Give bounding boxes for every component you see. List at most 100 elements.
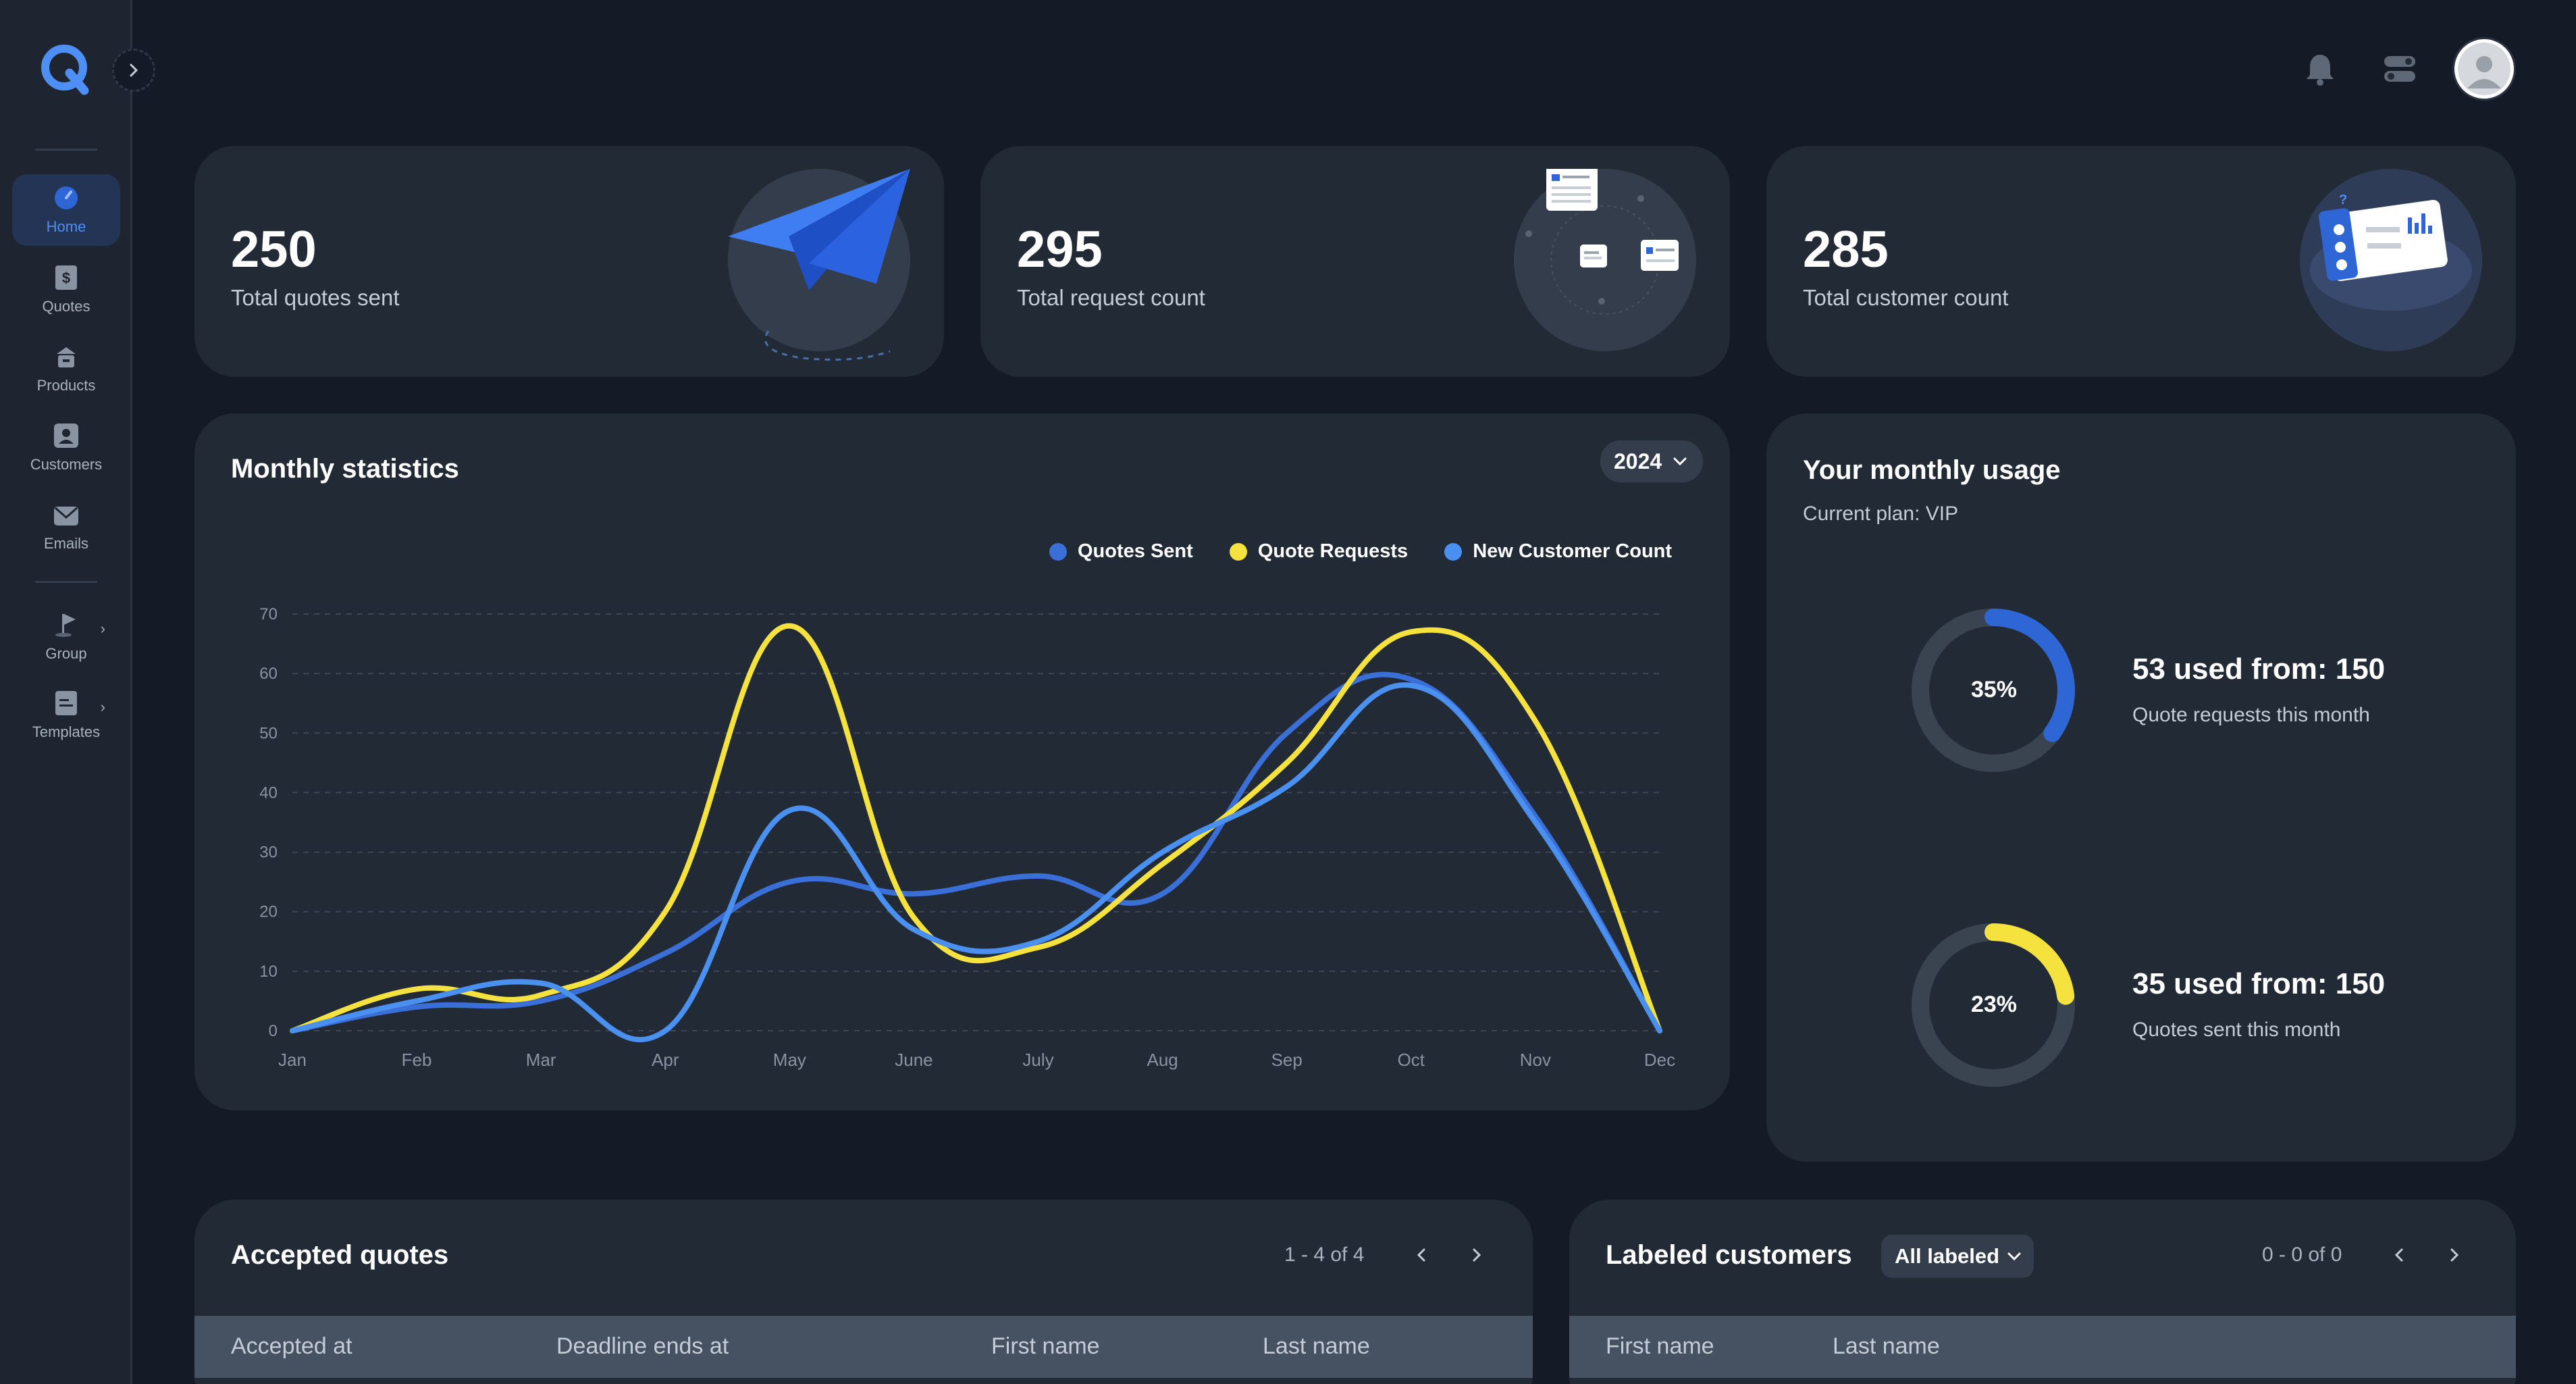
legend-item-quote-requests[interactable]: Quote Requests <box>1229 540 1409 563</box>
legend-label: Quote Requests <box>1257 540 1409 562</box>
chevron-right-icon: › <box>100 620 105 637</box>
x-tick-label: Sep <box>1271 1050 1303 1070</box>
stat-label: Total customer count <box>1803 285 2009 310</box>
stat-label: Total request count <box>1017 285 1205 310</box>
column-header-first-name[interactable]: First name <box>1606 1333 1714 1359</box>
label-filter-value: All labeled <box>1895 1244 2000 1268</box>
user-avatar-icon <box>2458 43 2511 95</box>
sidebar-divider <box>35 149 97 151</box>
stat-label: Total quotes sent <box>231 285 400 310</box>
y-tick-label: 20 <box>259 903 278 921</box>
usage-main-text: 53 used from: 150 <box>2132 652 2386 686</box>
flag-icon <box>53 611 80 638</box>
chevron-down-icon <box>1673 457 1687 466</box>
column-header-last-name[interactable]: Last name <box>1833 1333 1940 1359</box>
legend-item-quotes-sent[interactable]: Quotes Sent <box>1049 540 1193 563</box>
next-page-button[interactable] <box>2434 1235 2474 1275</box>
pagination-range: 1 - 4 of 4 <box>1284 1244 1365 1266</box>
y-tick-label: 40 <box>259 784 278 802</box>
chevron-right-icon <box>1473 1248 1481 1262</box>
quotes-sent-donut <box>1912 923 2075 1087</box>
prev-page-button[interactable] <box>2380 1235 2420 1275</box>
year-select[interactable]: 2024 <box>1600 440 1703 482</box>
usage-sub-text: Quotes sent this month <box>2132 1019 2341 1041</box>
label-filter-select[interactable]: All labeled <box>1881 1235 2034 1278</box>
notification-bell-icon[interactable] <box>2300 49 2340 89</box>
legend-label: Quotes Sent <box>1078 540 1193 562</box>
next-page-button[interactable] <box>1456 1235 1496 1275</box>
requests-illustration <box>1514 169 1696 351</box>
column-header-last-name[interactable]: Last name <box>1263 1333 1370 1359</box>
card-title: Accepted quotes <box>231 1240 449 1270</box>
home-icon <box>53 184 80 211</box>
quote-requests-donut <box>1912 609 2075 772</box>
dollar-icon: $ <box>53 264 80 291</box>
card-title: Monthly statistics <box>231 454 459 484</box>
x-tick-label: Jan <box>278 1050 307 1070</box>
sidebar-item-home[interactable]: Home <box>12 174 120 246</box>
app-logo-icon[interactable] <box>37 39 97 99</box>
sidebar-item-label: Group <box>45 645 87 662</box>
x-tick-label: June <box>895 1050 932 1070</box>
labeled-customers-card: Labeled customers 0 - 0 of 0 First name … <box>1569 1200 2516 1384</box>
chevron-left-icon <box>2395 1248 2403 1262</box>
donut-progress-arc <box>1912 609 2075 772</box>
chevron-right-icon <box>130 63 138 77</box>
x-tick-label: Aug <box>1147 1050 1178 1070</box>
theme-toggle-icon[interactable] <box>2380 49 2420 89</box>
y-tick-label: 30 <box>259 844 278 862</box>
donut-progress-arc <box>1912 923 2075 1087</box>
x-tick-label: Feb <box>402 1050 432 1070</box>
table-header: Accepted at Deadline ends at First name … <box>194 1316 1533 1378</box>
column-header-accepted-at[interactable]: Accepted at <box>231 1333 352 1359</box>
sidebar-item-customers[interactable]: Customers <box>12 412 120 484</box>
box-icon <box>53 343 80 370</box>
pagination: 1 - 4 of 4 <box>1284 1235 1496 1275</box>
pagination: 0 - 0 of 0 <box>2262 1235 2474 1275</box>
x-tick-label: Oct <box>1398 1050 1425 1070</box>
monthly-usage-card: Your monthly usage Current plan: VIP 35%… <box>1766 413 2516 1162</box>
x-tick-label: Dec <box>1644 1050 1675 1070</box>
paper-plane-illustration <box>728 169 910 361</box>
legend-item-new-customer-count[interactable]: New Customer Count <box>1444 540 1672 563</box>
donut-percent: 35% <box>1970 677 2018 702</box>
usage-main-text: 35 used from: 150 <box>2132 967 2386 1000</box>
line-chart: 0 10 20 30 40 50 60 70 Jan Feb Mar Apr May June July Au… <box>259 605 1675 1070</box>
mail-icon <box>53 501 80 528</box>
y-tick-label: 50 <box>259 724 278 742</box>
sidebar-item-label: Quotes <box>42 298 90 315</box>
sidebar-divider <box>35 581 97 583</box>
column-header-deadline[interactable]: Deadline ends at <box>556 1333 729 1359</box>
x-tick-label: Nov <box>1520 1050 1551 1070</box>
x-tick-label: Mar <box>526 1050 556 1070</box>
sidebar-toggle-button[interactable] <box>112 49 155 92</box>
legend-label: New Customer Count <box>1473 540 1673 562</box>
y-tick-label: 60 <box>259 665 278 683</box>
user-avatar[interactable] <box>2454 39 2514 99</box>
chevron-left-icon <box>1417 1248 1425 1262</box>
sidebar-item-group[interactable]: Group › <box>12 601 120 673</box>
sidebar-item-emails[interactable]: Emails <box>12 491 120 563</box>
x-tick-label: May <box>773 1050 806 1070</box>
legend-dot <box>1444 542 1463 561</box>
series-line-quote-requests <box>290 623 1662 1033</box>
stat-value: 285 <box>1803 221 1889 278</box>
accepted-quotes-card: Accepted quotes 1 - 4 of 4 Accepted at D… <box>194 1200 1533 1384</box>
column-header-first-name[interactable]: First name <box>991 1333 1100 1359</box>
chevron-right-icon: › <box>100 698 105 715</box>
svg-text:?: ? <box>2339 193 2347 207</box>
sidebar-item-products[interactable]: Products <box>12 333 120 405</box>
sidebar-item-label: Emails <box>43 535 88 552</box>
stat-value: 250 <box>231 221 317 278</box>
usage-sub-text: Quote requests this month <box>2132 704 2370 726</box>
sidebar-item-label: Customers <box>30 456 103 473</box>
table-header: First name Last name <box>1569 1316 2516 1378</box>
sidebar-item-quotes[interactable]: $ Quotes <box>12 254 120 326</box>
prev-page-button[interactable] <box>1402 1235 1442 1275</box>
pagination-range: 0 - 0 of 0 <box>2262 1244 2342 1266</box>
sidebar-item-label: Templates <box>32 723 101 740</box>
sidebar-item-templates[interactable]: Templates › <box>12 680 120 751</box>
stat-card-request-count: 295 Total request count <box>980 146 1730 377</box>
legend-dot <box>1049 542 1067 561</box>
user-icon <box>53 422 80 449</box>
